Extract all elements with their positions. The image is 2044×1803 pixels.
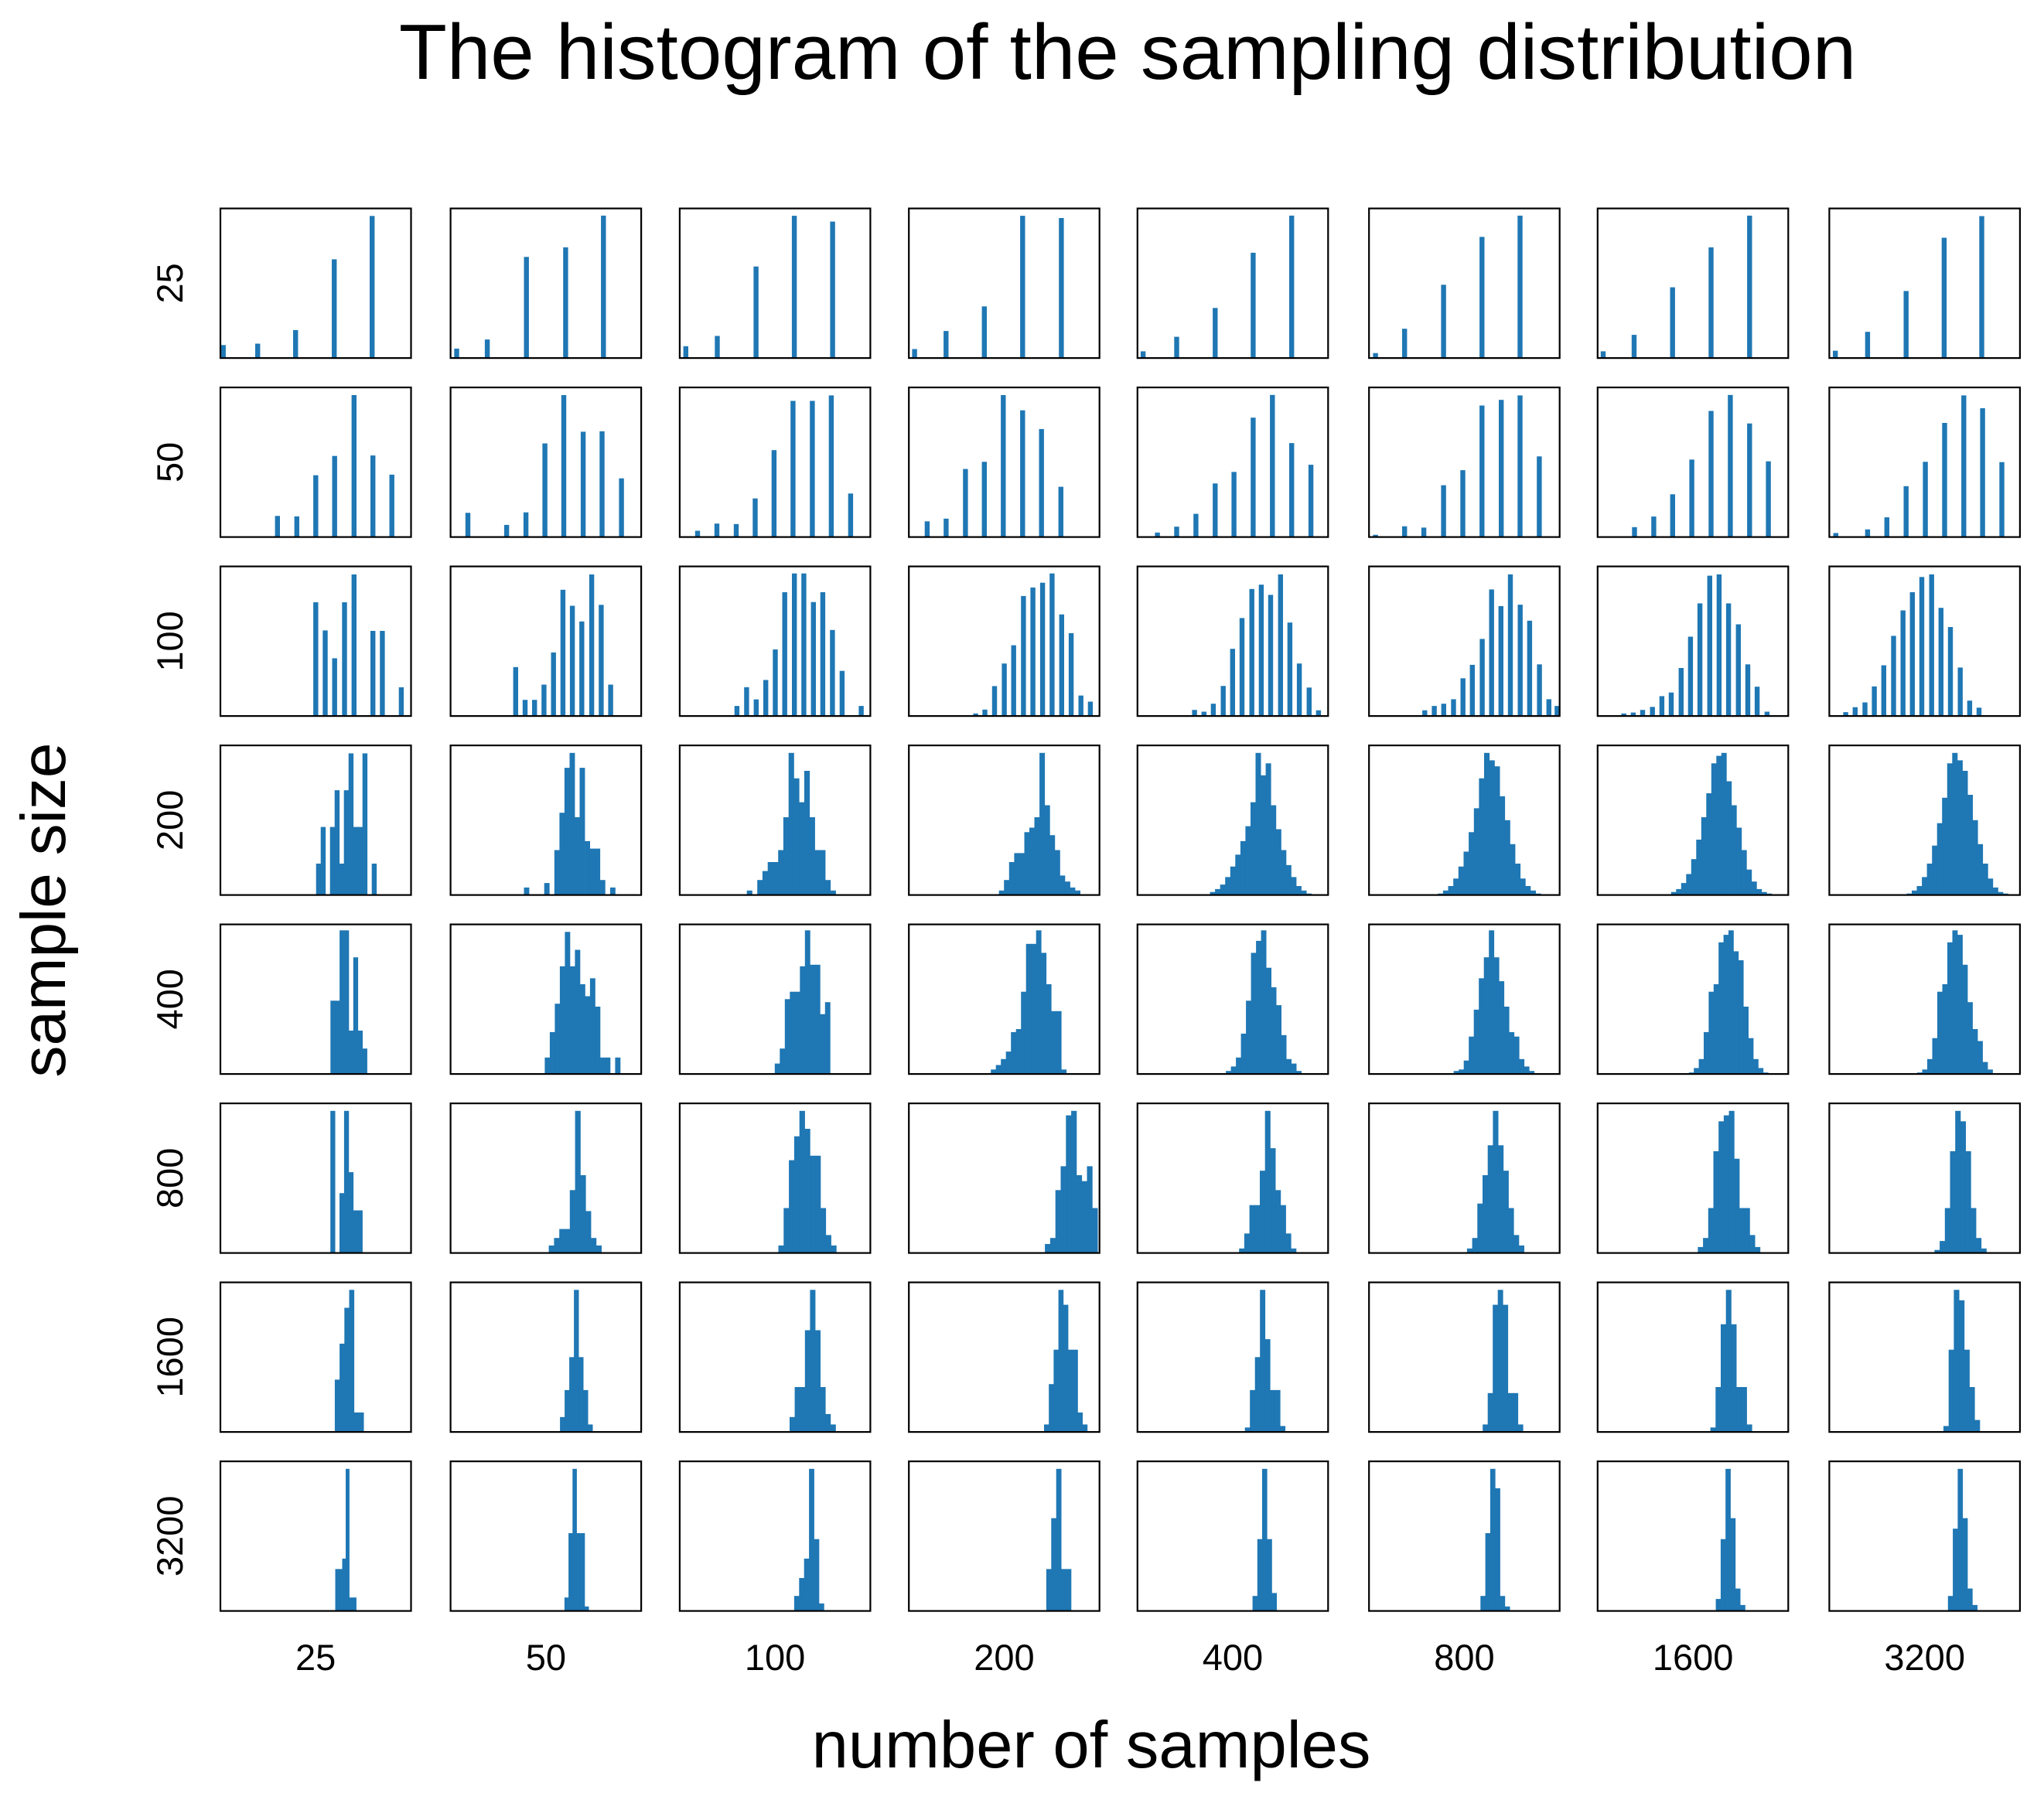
svg-text:100: 100 — [745, 1637, 805, 1678]
svg-text:3200: 3200 — [1884, 1637, 1965, 1678]
svg-text:100: 100 — [149, 611, 190, 671]
svg-text:50: 50 — [526, 1637, 566, 1678]
svg-text:3200: 3200 — [149, 1496, 190, 1577]
svg-text:400: 400 — [149, 969, 190, 1029]
svg-text:25: 25 — [295, 1637, 336, 1678]
svg-text:sample size: sample size — [9, 743, 79, 1078]
svg-text:The histogram of the sampling: The histogram of the sampling distributi… — [399, 8, 1856, 96]
svg-text:200: 200 — [974, 1637, 1034, 1678]
svg-text:25: 25 — [149, 263, 190, 303]
svg-text:800: 800 — [1434, 1637, 1494, 1678]
svg-text:400: 400 — [1203, 1637, 1263, 1678]
svg-text:1600: 1600 — [149, 1317, 190, 1398]
svg-text:number of samples: number of samples — [812, 1709, 1371, 1782]
svg-text:800: 800 — [149, 1148, 190, 1208]
svg-text:50: 50 — [149, 442, 190, 482]
svg-text:1600: 1600 — [1653, 1637, 1734, 1678]
svg-text:200: 200 — [149, 790, 190, 850]
